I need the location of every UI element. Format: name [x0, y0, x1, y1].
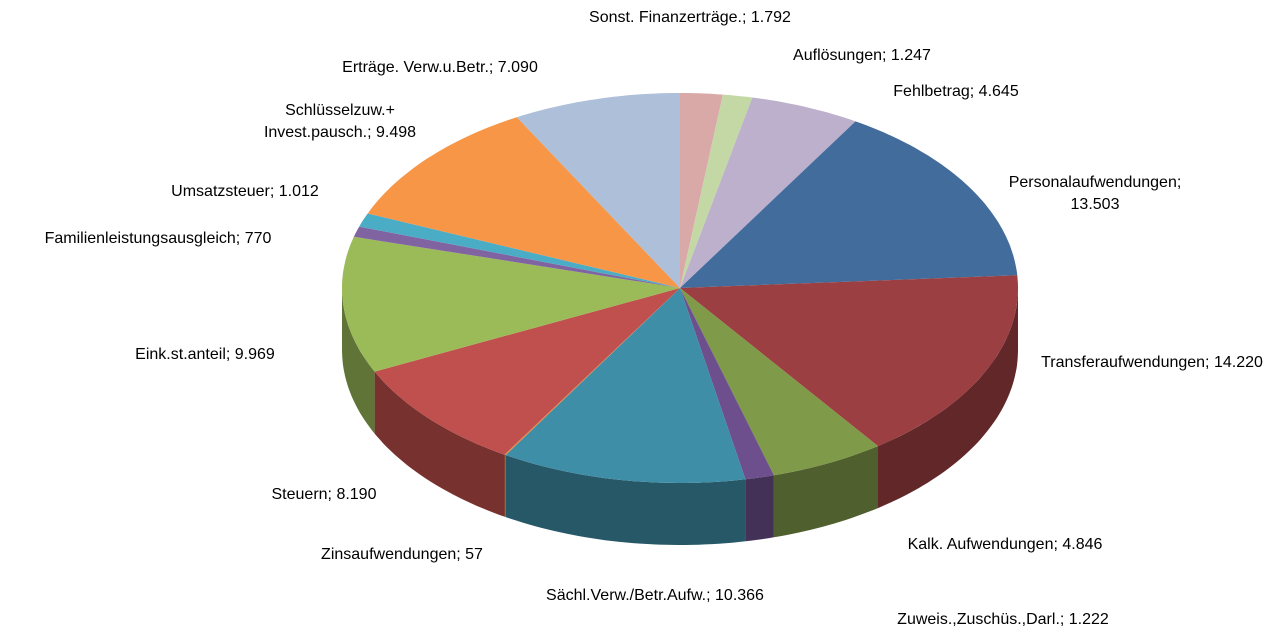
label-value: 8.190 — [336, 486, 377, 503]
label-value: 13.503 — [1070, 196, 1120, 213]
label-value: 1.247 — [890, 47, 931, 64]
slice — [680, 288, 774, 480]
slice — [680, 288, 878, 476]
label-category: Kalk. Aufwendungen; — [907, 536, 1058, 553]
slice — [680, 97, 856, 288]
label-category: Steuern; — [271, 486, 332, 503]
slice-side — [878, 288, 1018, 509]
slice — [504, 288, 680, 456]
data-label: Sächl.Verw./Betr.Aufw.; 10.366 — [540, 585, 770, 607]
label-category: Transferaufwendungen; — [1041, 354, 1210, 371]
label-category: Umsatzsteuer; — [171, 183, 275, 200]
slice — [374, 288, 680, 455]
data-label: Zinsaufwendungen; 57 — [252, 544, 552, 566]
label-value: 14.220 — [1213, 354, 1263, 371]
label-category: Familienleistungsausgleich; — [44, 230, 241, 247]
label-value: 1.222 — [1068, 611, 1109, 628]
label-value: 1.792 — [750, 9, 791, 26]
slice-side — [374, 371, 505, 517]
slice-side — [745, 475, 774, 542]
label-value: 57 — [465, 546, 483, 563]
data-label: Auflösungen; 1.247 — [712, 45, 1012, 67]
label-category: Zinsaufwendungen; — [321, 546, 461, 563]
label-value: 9.498 — [376, 124, 417, 141]
slice — [367, 117, 680, 288]
label-value: 4.846 — [1062, 536, 1103, 553]
slice — [680, 275, 1018, 447]
label-category: Sächl.Verw./Betr.Aufw.; — [546, 587, 711, 604]
slice — [353, 226, 680, 288]
data-label: Transferaufwendungen; 14.220 — [1032, 352, 1272, 374]
slice — [359, 213, 680, 288]
slice-side — [504, 454, 506, 518]
label-category: Zuweis.,Zuschüs.,Darl.; — [897, 611, 1065, 628]
label-value: 770 — [244, 230, 272, 247]
label-value: 10.366 — [715, 587, 764, 604]
data-label: Sonst. Finanzerträge.; 1.792 — [490, 7, 890, 29]
label-category: Auflösungen; — [793, 47, 887, 64]
slice-side — [342, 288, 375, 434]
data-label: Fehlbetrag; 4.645 — [806, 81, 1106, 103]
label-category: Schlüsselzuw.+ Invest.pausch.; — [263, 102, 395, 141]
data-label: Steuern; 8.190 — [224, 484, 424, 506]
slice-side — [505, 455, 746, 545]
slice — [680, 93, 723, 288]
data-label: Personalaufwendungen; 13.503 — [985, 172, 1205, 216]
data-label: Umsatzsteuer; 1.012 — [95, 181, 395, 203]
label-category: Fehlbetrag; — [893, 83, 975, 100]
data-label: Zuweis.,Zuschüs.,Darl.; 1.222 — [823, 609, 1183, 631]
slice-side — [773, 446, 878, 538]
label-value: 1.012 — [278, 183, 319, 200]
label-value: 4.645 — [978, 83, 1019, 100]
label-value: 9.969 — [234, 346, 275, 363]
slice — [680, 121, 1018, 289]
label-category: Erträge. Verw.u.Betr.; — [342, 59, 494, 76]
slice — [680, 94, 753, 288]
label-category: Eink.st.anteil; — [135, 346, 231, 363]
data-label: Schlüsselzuw.+ Invest.pausch.; 9.498 — [235, 100, 445, 144]
data-label: Kalk. Aufwendungen; 4.846 — [835, 534, 1175, 556]
slice — [505, 288, 746, 483]
label-value: 7.090 — [497, 59, 538, 76]
label-category: Personalaufwendungen; — [1008, 174, 1182, 191]
slice — [342, 236, 680, 372]
slice — [516, 93, 680, 288]
data-label: Familienleistungsausgleich; 770 — [8, 228, 308, 250]
data-label: Erträge. Verw.u.Betr.; 7.090 — [260, 57, 620, 79]
label-category: Sonst. Finanzerträge.; — [589, 9, 747, 26]
data-label: Eink.st.anteil; 9.969 — [75, 344, 335, 366]
